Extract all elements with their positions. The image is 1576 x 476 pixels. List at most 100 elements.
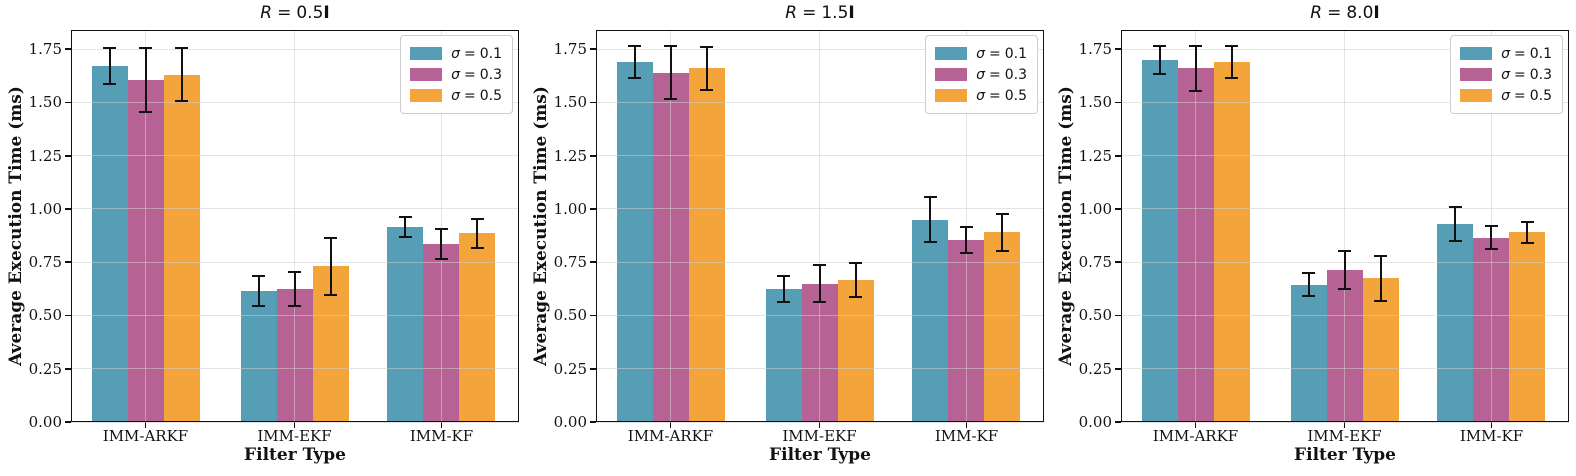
legend-swatch <box>1460 89 1493 102</box>
error-bar <box>929 197 932 242</box>
legend-swatch <box>1460 68 1493 81</box>
bar-imm-arkf-sigma-0-5 <box>1213 61 1250 422</box>
gridline-horizontal <box>1121 155 1569 157</box>
bar-imm-kf-sigma-0-1 <box>387 227 424 422</box>
gridline-vertical <box>965 30 967 422</box>
title-variable: R <box>260 3 273 23</box>
error-bar-cap <box>923 196 937 199</box>
error-bar <box>1307 272 1310 297</box>
y-tick-label: 1.00 <box>28 199 62 218</box>
x-axis-label: Filter Type <box>244 445 346 465</box>
gridline-horizontal <box>1121 368 1569 370</box>
error-bar <box>705 47 708 90</box>
bar-imm-kf-sigma-0-1 <box>1437 223 1474 422</box>
error-bar-cap <box>995 213 1009 216</box>
legend-label: σ = 0.1 <box>1501 46 1552 62</box>
y-tick-mark <box>590 48 596 51</box>
error-bar-cap <box>628 76 641 79</box>
x-tick-label: IMM-EKF <box>1307 427 1382 445</box>
y-tick-label: 0.50 <box>553 306 587 325</box>
legend-item: σ = 0.3 <box>1460 64 1552 85</box>
bar-imm-kf-sigma-0-1 <box>912 219 949 422</box>
gridline-horizontal <box>71 208 519 210</box>
legend-relation: = <box>464 66 476 83</box>
gridline-horizontal <box>596 368 1044 370</box>
error-bar-cap <box>1484 248 1498 251</box>
x-tick-label: IMM-KF <box>409 427 474 445</box>
error-bar <box>144 48 147 112</box>
y-tick-mark <box>65 421 71 423</box>
y-tick-mark <box>65 101 71 104</box>
x-tick-mark <box>144 422 147 428</box>
bar-imm-arkf-sigma-0-1 <box>1141 59 1178 422</box>
title-matrix-symbol: I <box>848 3 855 23</box>
y-tick-mark <box>1115 154 1121 157</box>
y-tick-label: 1.25 <box>28 146 62 165</box>
legend: σ = 0.1 σ = 0.3 σ = 0.5 <box>1450 35 1563 114</box>
error-bar-cap <box>175 47 188 50</box>
error-bar <box>440 229 443 259</box>
legend-label: σ = 0.3 <box>451 67 502 83</box>
error-bar <box>108 48 111 85</box>
legend-sigma-symbol: σ <box>1501 66 1510 83</box>
legend-value: 0.1 <box>1004 45 1027 62</box>
error-bar-cap <box>103 47 116 50</box>
legend-label: σ = 0.5 <box>451 88 502 104</box>
error-bar-cap <box>470 217 484 220</box>
legend-relation: = <box>1514 66 1526 83</box>
error-bar <box>782 276 785 302</box>
legend-item: σ = 0.5 <box>1460 85 1552 106</box>
legend: σ = 0.1 σ = 0.3 σ = 0.5 <box>925 35 1038 114</box>
error-bar <box>1001 214 1004 251</box>
subplot-2: R = 1.5I Average Execution Time (ms) Filter … <box>525 0 1050 476</box>
gridline-horizontal <box>71 48 519 50</box>
bar-imm-arkf-sigma-0-5 <box>163 74 200 422</box>
y-tick-label: 0.00 <box>553 413 587 431</box>
error-bar <box>965 227 968 253</box>
gridline-horizontal <box>71 368 519 370</box>
gridline-horizontal <box>71 314 519 316</box>
bar-imm-ekf-sigma-0-1 <box>1290 284 1327 422</box>
error-bar-cap <box>664 44 677 47</box>
y-tick-mark <box>1115 314 1121 317</box>
y-tick-label: 1.75 <box>1078 40 1112 59</box>
y-tick-label: 1.50 <box>28 93 62 112</box>
legend-item: σ = 0.3 <box>410 64 502 85</box>
y-tick-label: 0.25 <box>1078 359 1112 378</box>
error-bar <box>633 45 636 78</box>
x-tick-mark <box>965 422 968 428</box>
x-tick-mark <box>293 422 296 428</box>
title-relation: = <box>802 3 817 23</box>
error-bar-cap <box>1520 220 1534 223</box>
plot-area: σ = 0.1 σ = 0.3 σ = 0.5 <box>596 30 1044 423</box>
y-tick-label: 1.00 <box>1078 199 1112 218</box>
error-bar-cap <box>324 294 337 297</box>
gridline-vertical <box>1195 30 1196 422</box>
title-variable: R <box>1310 3 1323 23</box>
bar-imm-arkf-sigma-0-1 <box>91 66 128 422</box>
plot-title: R = 1.5I <box>596 3 1044 23</box>
legend-sigma-symbol: σ <box>976 45 985 62</box>
y-tick-mark <box>1115 101 1121 104</box>
legend-relation: = <box>464 45 476 62</box>
y-tick-mark <box>65 314 71 317</box>
legend-value: 0.3 <box>479 66 502 83</box>
error-bar-cap <box>1374 254 1387 257</box>
legend-relation: = <box>464 87 476 104</box>
error-bar-cap <box>1189 89 1202 92</box>
y-tick-mark <box>65 261 71 264</box>
legend-relation: = <box>989 45 1001 62</box>
error-bar <box>1490 226 1493 250</box>
error-bar-cap <box>664 98 677 101</box>
legend-swatch <box>410 68 443 81</box>
bar-imm-ekf-sigma-0-1 <box>765 288 802 422</box>
error-bar <box>180 48 183 102</box>
legend-sigma-symbol: σ <box>976 66 985 83</box>
error-bar-cap <box>139 47 152 50</box>
error-bar <box>329 237 332 296</box>
gridline-vertical <box>819 30 820 422</box>
x-tick-mark <box>818 422 821 428</box>
y-tick-label: 0.00 <box>28 413 62 431</box>
y-tick-label: 0.75 <box>553 253 587 272</box>
